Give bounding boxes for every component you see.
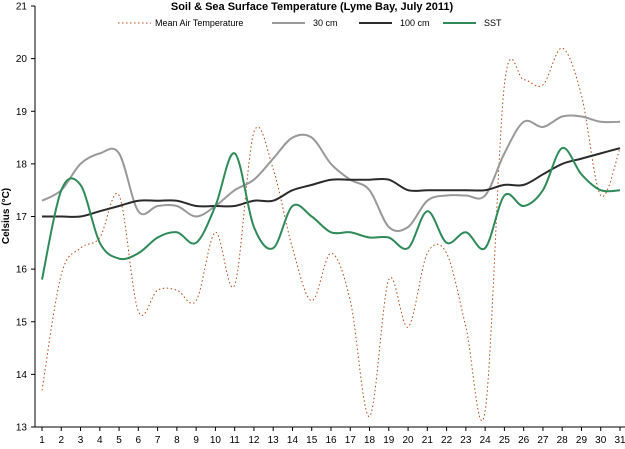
x-tick-label: 10 bbox=[210, 435, 222, 446]
y-tick-label: 15 bbox=[16, 317, 28, 328]
x-tick-label: 21 bbox=[422, 435, 434, 446]
series-line-30-cm bbox=[41, 114, 621, 232]
series-lines bbox=[41, 47, 621, 422]
x-tick-label: 16 bbox=[325, 435, 337, 446]
x-tick-label: 29 bbox=[576, 435, 588, 446]
series-line-mean-air-temperature bbox=[41, 47, 621, 422]
legend-label: Mean Air Temperature bbox=[155, 18, 243, 28]
x-tick-label: 18 bbox=[364, 435, 376, 446]
chart-title: Soil & Sea Surface Temperature (Lyme Bay… bbox=[171, 1, 454, 13]
x-tick-label: 6 bbox=[136, 435, 142, 446]
x-tick-label: 13 bbox=[268, 435, 280, 446]
y-axis-ticks: 13 14 15 16 17 18 19 20 21 bbox=[16, 2, 35, 434]
x-tick-label: 12 bbox=[248, 435, 260, 446]
x-tick-label: 2 bbox=[58, 435, 64, 446]
y-tick-label: 14 bbox=[16, 370, 28, 381]
x-tick-label: 24 bbox=[480, 435, 492, 446]
y-axis-label: Celsius (°C) bbox=[1, 188, 12, 244]
x-tick-label: 7 bbox=[155, 435, 161, 446]
x-axis-ticks: 1 2 3 4 5 6 7 8 9 10 11 12 13 14 15 16 17 18 19 20 21 22 23 24 2… bbox=[39, 427, 625, 446]
y-tick-label: 21 bbox=[16, 2, 28, 13]
y-tick-label: 18 bbox=[16, 159, 28, 170]
x-tick-label: 19 bbox=[383, 435, 395, 446]
x-tick-label: 31 bbox=[614, 435, 625, 446]
x-tick-label: 9 bbox=[193, 435, 199, 446]
x-tick-label: 8 bbox=[174, 435, 180, 446]
legend: Mean Air Temperature 30 cm 100 cm SST bbox=[118, 18, 502, 28]
x-tick-label: 3 bbox=[78, 435, 84, 446]
x-tick-label: 1 bbox=[39, 435, 45, 446]
x-tick-label: 30 bbox=[595, 435, 607, 446]
series-line-sst bbox=[41, 147, 621, 280]
x-tick-label: 5 bbox=[116, 435, 122, 446]
legend-label: 100 cm bbox=[400, 18, 430, 28]
x-tick-label: 15 bbox=[306, 435, 318, 446]
x-tick-label: 23 bbox=[460, 435, 472, 446]
y-tick-label: 20 bbox=[16, 54, 28, 65]
x-tick-label: 28 bbox=[557, 435, 569, 446]
x-tick-label: 20 bbox=[403, 435, 415, 446]
legend-label: SST bbox=[484, 18, 502, 28]
y-tick-label: 16 bbox=[16, 265, 28, 276]
y-tick-label: 19 bbox=[16, 107, 28, 118]
x-tick-label: 22 bbox=[441, 435, 453, 446]
x-tick-label: 14 bbox=[287, 435, 299, 446]
x-tick-label: 25 bbox=[499, 435, 511, 446]
legend-label: 30 cm bbox=[313, 18, 338, 28]
series-line-100-cm bbox=[41, 147, 621, 218]
x-tick-label: 26 bbox=[518, 435, 530, 446]
x-tick-label: 11 bbox=[229, 435, 240, 446]
x-tick-label: 17 bbox=[345, 435, 357, 446]
x-tick-label: 27 bbox=[537, 435, 549, 446]
x-tick-label: 4 bbox=[97, 435, 103, 446]
y-tick-label: 13 bbox=[16, 423, 28, 434]
y-tick-label: 17 bbox=[16, 212, 28, 223]
